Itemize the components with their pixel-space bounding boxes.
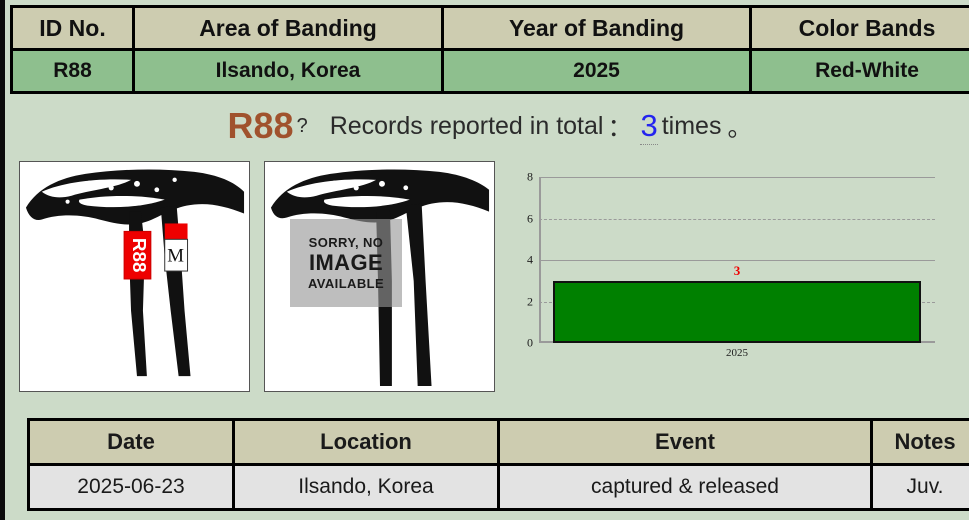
- summary-header-year-of-banding: Year of Banding: [441, 5, 752, 51]
- no-image-line-2: IMAGE: [308, 250, 384, 276]
- chart-y-tick-0: 0: [527, 335, 533, 350]
- summary-sentence-text: Records reported in total: [329, 111, 604, 140]
- summary-value-year-of-banding: 2025: [441, 48, 752, 94]
- summary-header-color-bands: Color Bands: [749, 5, 969, 51]
- records-summary-line: R88 ? Records reported in total ： 3 time…: [10, 97, 969, 155]
- chart-gridline-4: [539, 260, 935, 261]
- chart-y-tick-8: 8: [527, 169, 533, 184]
- record-location: Ilsando, Korea: [232, 463, 500, 511]
- summary-value-id-no: R88: [10, 48, 135, 94]
- summary-value-row: R88 Ilsando, Korea 2025 Red-White: [10, 48, 969, 94]
- summary-bird-id: R88: [227, 105, 294, 146]
- color-band-id-text: R88: [129, 238, 150, 273]
- summary-value-color-bands: Red-White: [749, 48, 969, 94]
- records-header-event: Event: [497, 418, 873, 466]
- bird-leg-photo-primary[interactable]: R88 M: [19, 161, 250, 392]
- records-per-year-chart: 0 2 4 6 8 3 2025: [510, 165, 965, 365]
- chart-bar-label-2025: 3: [733, 262, 741, 278]
- chart-x-tick-2025: 2025: [726, 347, 748, 359]
- chart-y-tick-6: 6: [527, 211, 533, 225]
- chart-bar-2025[interactable]: [552, 280, 922, 343]
- chart-y-tick-2: 2: [527, 294, 533, 308]
- metal-band: M: [164, 223, 189, 272]
- summary-colon: ：: [607, 114, 633, 142]
- summary-table: ID No. Area of Banding Year of Banding C…: [10, 5, 969, 94]
- summary-record-count: 3: [640, 107, 658, 145]
- table-row[interactable]: 2025-06-23 Ilsando, Korea captured & rel…: [27, 463, 969, 511]
- records-table: Date Location Event Notes 2025-06-23 Ils…: [27, 418, 969, 511]
- summary-question-mark: ?: [296, 114, 308, 137]
- record-date: 2025-06-23: [27, 463, 235, 511]
- summary-times-word: times: [661, 111, 722, 140]
- records-header-row: Date Location Event Notes: [27, 418, 969, 466]
- no-image-line-3: AVAILABLE: [307, 275, 385, 291]
- chart-plot-area: 0 2 4 6 8 3 2025: [527, 170, 935, 359]
- color-band-red: R88: [123, 230, 152, 280]
- records-header-notes: Notes: [870, 418, 969, 466]
- summary-header-row: ID No. Area of Banding Year of Banding C…: [10, 5, 969, 51]
- chart-gridline-6: [539, 218, 935, 220]
- no-image-available-overlay: SORRY, NO IMAGE AVAILABLE: [290, 219, 402, 307]
- bird-leg-photo-secondary[interactable]: SORRY, NO IMAGE AVAILABLE: [264, 161, 495, 392]
- chart-y-tick-4: 4: [527, 252, 533, 267]
- records-header-date: Date: [27, 418, 235, 466]
- summary-header-id-no: ID No.: [10, 5, 135, 51]
- bird-legs-illustration: R88 M: [20, 162, 249, 391]
- summary-full-stop: 。: [727, 114, 753, 142]
- record-notes: Juv.: [870, 463, 969, 511]
- summary-header-area-of-banding: Area of Banding: [132, 5, 444, 51]
- chart-gridline-8: [539, 177, 935, 178]
- record-event: captured & released: [497, 463, 873, 511]
- summary-value-area-of-banding: Ilsando, Korea: [132, 48, 444, 94]
- metal-band-text: M: [167, 245, 184, 266]
- no-image-line-1: SORRY, NO: [308, 235, 384, 251]
- records-header-location: Location: [232, 418, 500, 466]
